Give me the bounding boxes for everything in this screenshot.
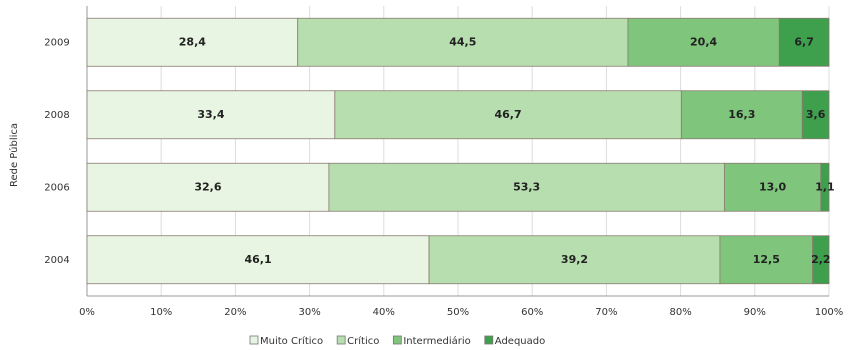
legend-swatch	[249, 335, 259, 345]
bar-segment	[723, 162, 822, 212]
value-label: 53,3	[513, 180, 540, 193]
bar-segment	[812, 235, 830, 285]
x-tick-label: 60%	[521, 307, 543, 318]
value-label: 20,4	[690, 35, 717, 48]
value-label: 33,4	[197, 108, 224, 121]
legend-label: Muito Crítico	[260, 335, 323, 347]
value-label: 6,7	[794, 35, 814, 48]
legend-label: Adequado	[495, 336, 545, 347]
legend-swatch	[484, 335, 494, 345]
x-tick-label: 10%	[150, 307, 172, 318]
x-tick-label: 20%	[224, 307, 246, 318]
x-tick-label: 30%	[298, 307, 320, 318]
bar-segment	[820, 162, 830, 212]
value-label: 13,0	[759, 180, 786, 193]
value-label: 46,1	[244, 253, 271, 266]
x-tick-label: 90%	[744, 307, 766, 318]
bar-segment	[297, 17, 629, 67]
y-tick-label: 2006	[44, 182, 69, 193]
value-label: 2,2	[811, 253, 831, 266]
bar-segment	[86, 17, 299, 67]
y-tick-label: 2009	[44, 37, 69, 48]
value-label: 1,1	[815, 180, 835, 193]
legend-label: Crítico	[347, 335, 379, 347]
value-label: 28,4	[179, 35, 206, 48]
x-tick-label: 80%	[669, 307, 691, 318]
bar-segment	[86, 235, 430, 285]
value-label: 39,2	[561, 253, 588, 266]
x-tick-label: 0%	[79, 307, 95, 318]
bar-segment	[86, 162, 330, 212]
bar-segment	[680, 90, 803, 140]
value-label: 32,6	[194, 180, 221, 193]
y-tick-label: 2008	[44, 110, 69, 121]
bar-segment	[328, 162, 725, 212]
legend-label: Intermediário	[403, 335, 470, 347]
value-label: 3,6	[806, 108, 826, 121]
bar-segment	[334, 90, 682, 140]
value-label: 12,5	[753, 253, 780, 266]
bar-segment	[86, 90, 336, 140]
y-tick-label: 2004	[44, 255, 69, 266]
bar-segment	[627, 17, 780, 67]
x-tick-label: 50%	[447, 307, 469, 318]
value-label: 44,5	[449, 35, 476, 48]
x-tick-label: 100%	[815, 307, 844, 318]
y-axis-label: Rede Pública	[8, 123, 20, 187]
bar-segment	[778, 17, 830, 67]
legend-swatch	[392, 335, 402, 345]
value-label: 46,7	[495, 108, 522, 121]
x-tick-label: 40%	[373, 307, 395, 318]
value-label: 16,3	[728, 108, 755, 121]
bar-segment	[801, 90, 830, 140]
x-tick-label: 70%	[595, 307, 617, 318]
legend-swatch	[336, 335, 346, 345]
